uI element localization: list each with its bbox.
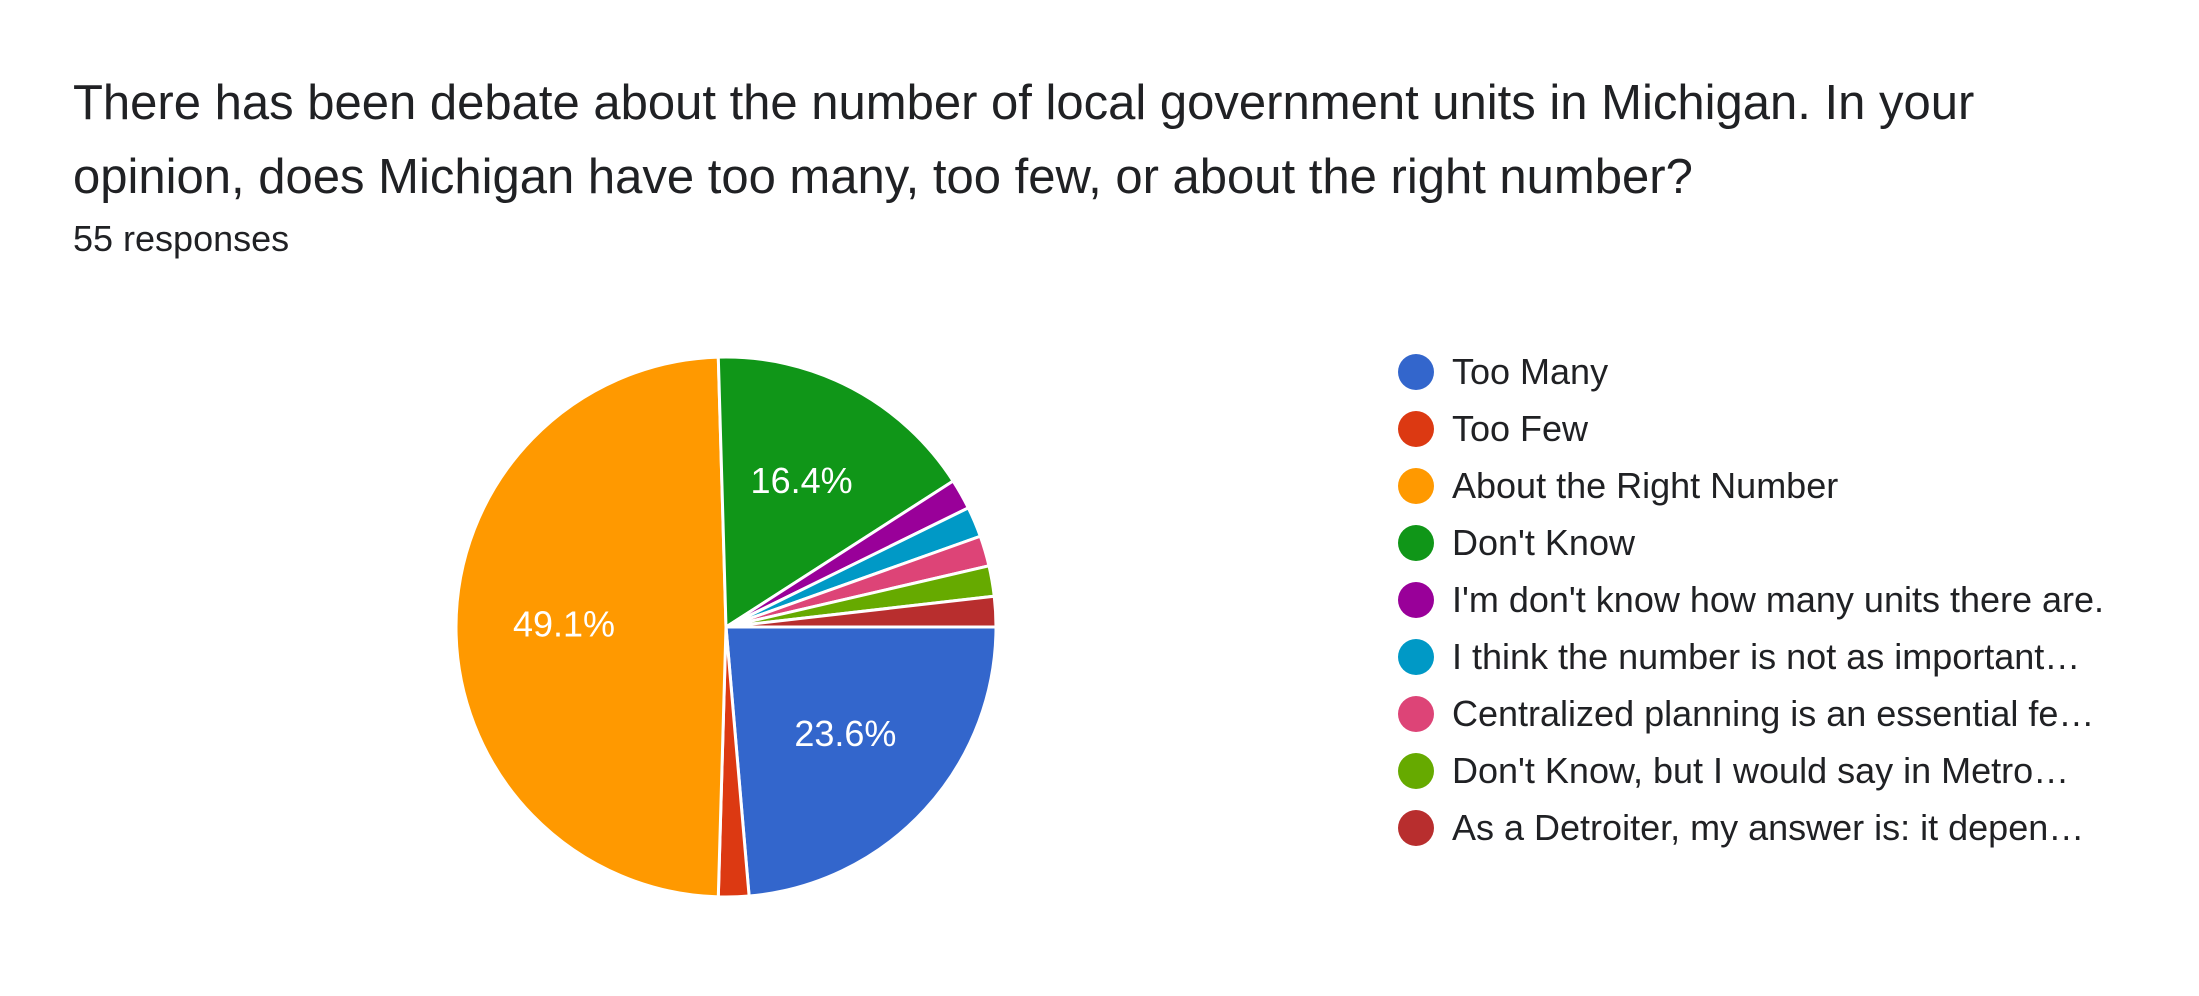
legend-swatch [1398,639,1434,675]
legend-label: Don't Know, but I would say in Metro… [1452,750,2070,791]
legend-label: I think the number is not as important… [1452,636,2081,677]
legend-label: I'm don't know how many units there are. [1452,579,2105,620]
legend-item[interactable]: About the Right Number [1398,462,2138,510]
legend-label: As a Detroiter, my answer is: it depen… [1452,807,2085,848]
legend-item[interactable]: I'm don't know how many units there are. [1398,576,2138,624]
legend-item[interactable]: Centralized planning is an essential fe… [1398,690,2138,738]
legend-label: About the Right Number [1452,465,1839,506]
legend-swatch [1398,810,1434,846]
legend-item[interactable]: As a Detroiter, my answer is: it depen… [1398,804,2138,852]
pie-slice-3[interactable] [716,355,956,630]
legend-swatch [1398,411,1434,447]
legend-label: Don't Know [1452,522,1635,563]
legend-item[interactable]: Too Many [1398,348,2138,396]
legend-label: Too Many [1452,351,1609,392]
pie-slice-2[interactable] [454,355,728,899]
legend-swatch [1398,582,1434,618]
pie-slice-label-2: 49.1% [513,604,615,645]
legend-swatch [1398,354,1434,390]
pie-slice-0[interactable] [724,625,998,898]
legend-swatch [1398,696,1434,732]
legend-item[interactable]: Don't Know, but I would say in Metro… [1398,747,2138,795]
response-count: 55 responses [73,218,290,259]
pie-slice-8[interactable] [725,594,998,629]
legend-item[interactable]: Don't Know [1398,519,2138,567]
legend-label: Too Few [1452,408,1589,449]
pie-slice-label-3: 16.4% [751,460,853,501]
legend-label: Centralized planning is an essential fe… [1452,693,2095,734]
chart-legend: Too Many Too Few About the Right Number Don… [1398,348,2138,861]
legend-swatch [1398,468,1434,504]
legend-item[interactable]: Too Few [1398,405,2138,453]
legend-item[interactable]: I think the number is not as important… [1398,633,2138,681]
pie-slice-label-0: 23.6% [794,713,896,754]
legend-swatch [1398,753,1434,789]
legend-swatch [1398,525,1434,561]
question-title: There has been debate about the number o… [73,76,1975,204]
